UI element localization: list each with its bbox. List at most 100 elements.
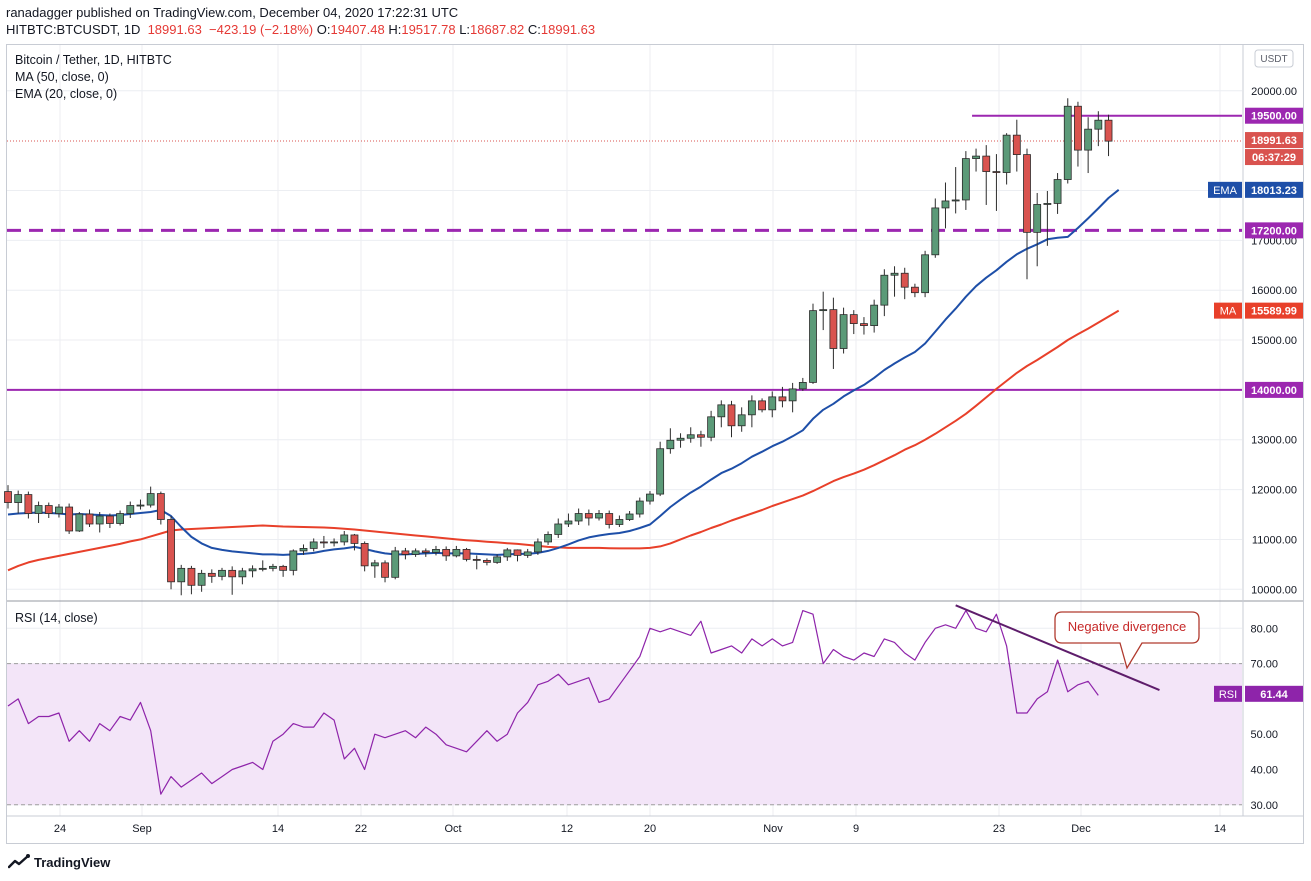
time-tick-label: 23	[993, 823, 1005, 835]
publisher-line: ranadagger published on TradingView.com,…	[6, 5, 459, 20]
candle-body	[921, 254, 929, 294]
time-tick-label: Nov	[763, 823, 783, 835]
candle	[860, 317, 868, 335]
candle-body	[156, 493, 165, 520]
chart-header: ranadagger published on TradingView.com,…	[0, 0, 1311, 44]
candle	[401, 547, 410, 560]
candle	[248, 565, 257, 578]
candle-body	[1084, 128, 1093, 151]
candle	[1094, 111, 1103, 147]
candle	[747, 395, 756, 428]
candle	[829, 297, 838, 369]
time-tick-label: 22	[355, 823, 367, 835]
tradingview-logo-icon	[8, 854, 30, 869]
candle-body	[75, 513, 84, 532]
candle-body	[442, 549, 451, 557]
level-badge-19500.00-bg	[1245, 107, 1303, 124]
candle	[319, 535, 328, 548]
candle	[921, 250, 929, 298]
candle	[442, 546, 451, 561]
candle-body	[737, 414, 746, 427]
candle	[544, 531, 552, 545]
candle-body	[564, 520, 573, 525]
candle-body	[676, 437, 685, 441]
rsi-name-badge: RSI	[1214, 685, 1242, 702]
time-tick-label: Oct	[444, 823, 461, 835]
candle-body	[584, 513, 593, 519]
candle-body	[697, 434, 705, 438]
candle	[778, 386, 787, 408]
candle-body	[992, 171, 1001, 173]
candle	[238, 567, 247, 585]
candle	[493, 554, 502, 564]
candle	[309, 538, 318, 552]
candle-body	[238, 570, 247, 578]
candle-body	[798, 382, 807, 390]
candle-body	[727, 404, 736, 427]
candle	[1023, 148, 1031, 280]
tradingview-footer[interactable]: TradingView	[8, 852, 110, 872]
candle-body	[421, 550, 430, 553]
rsi-tick-label: 80.00	[1250, 623, 1278, 635]
candle-body	[544, 534, 552, 543]
rsi-tick-label: 30.00	[1250, 800, 1278, 812]
price-tick-label: 13000.00	[1251, 435, 1297, 447]
rsi-tick-label: 40.00	[1250, 765, 1278, 777]
candle-body	[533, 541, 542, 553]
level-badge-17200.00-bg	[1245, 222, 1303, 239]
candle-body	[1104, 119, 1113, 142]
candle	[116, 510, 124, 526]
candle	[269, 563, 277, 572]
price-tick-label: 11000.00	[1252, 534, 1297, 546]
candle-body	[228, 569, 237, 578]
candle	[258, 560, 267, 572]
candle-body	[85, 513, 94, 525]
candle	[207, 569, 216, 583]
countdown-badge-bg	[1245, 149, 1303, 166]
candle-body	[829, 309, 838, 349]
candle	[462, 547, 471, 562]
last-price-badge-text: 18991.63	[1251, 135, 1297, 147]
candle	[421, 548, 430, 557]
candle	[75, 512, 84, 532]
candle	[177, 564, 186, 596]
candle	[279, 564, 288, 577]
candle-body	[258, 567, 267, 570]
candle-body	[1012, 134, 1021, 155]
candle-body	[839, 314, 848, 349]
candle-body	[1023, 154, 1031, 233]
price-tick-label: 15000.00	[1251, 335, 1297, 347]
candle	[686, 427, 695, 443]
candle-body	[360, 543, 369, 567]
ma-50-line	[7, 309, 1120, 572]
candle-body	[411, 550, 420, 555]
time-tick-label: 9	[853, 823, 859, 835]
candle-body	[900, 272, 909, 288]
level-badge-14000.00-bg	[1245, 381, 1303, 398]
candle-body	[788, 388, 797, 402]
candle-body	[269, 565, 277, 569]
price-tick-label: 16000.00	[1251, 285, 1297, 297]
candle-body	[95, 515, 104, 525]
candle-body	[472, 558, 481, 561]
candle	[95, 512, 104, 533]
candle-body	[340, 534, 349, 543]
candle	[472, 555, 481, 570]
candle	[340, 530, 349, 546]
candle	[1002, 133, 1011, 185]
open-label: O:	[316, 22, 331, 37]
candle	[676, 433, 685, 448]
candle	[768, 391, 777, 418]
countdown-badge-text: 06:37:29	[1252, 152, 1296, 164]
high-label: H:	[388, 22, 402, 37]
ma-name-badge: MA	[1214, 302, 1242, 319]
candle-body	[758, 400, 766, 411]
candle-body	[493, 556, 502, 563]
rsi-name-badge-bg	[1214, 685, 1242, 702]
open-value: 19407.48	[330, 22, 385, 37]
candle	[605, 510, 614, 529]
candle	[289, 549, 298, 576]
time-tick-label: Dec	[1071, 823, 1091, 835]
last-price-badge-bg	[1245, 132, 1303, 149]
